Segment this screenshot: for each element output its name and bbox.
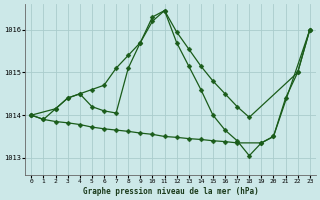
X-axis label: Graphe pression niveau de la mer (hPa): Graphe pression niveau de la mer (hPa) (83, 187, 259, 196)
